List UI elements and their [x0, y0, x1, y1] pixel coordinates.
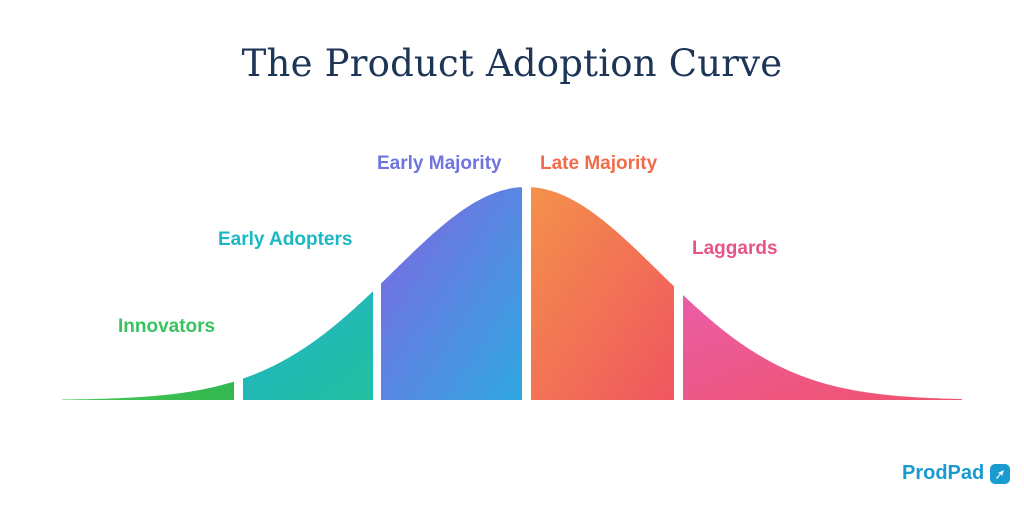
label-early-majority: Early Majority	[377, 153, 502, 174]
prodpad-icon	[990, 463, 1011, 484]
segment-early-majority	[381, 187, 522, 400]
segment-late-majority	[531, 187, 674, 400]
label-laggards: Laggards	[692, 238, 778, 259]
label-late-majority: Late Majority	[540, 153, 658, 174]
label-early-adopters: Early Adopters	[218, 229, 353, 250]
segment-laggards	[683, 295, 962, 400]
segment-innovators	[62, 381, 234, 400]
segment-early-adopters	[243, 291, 373, 400]
prodpad-logo: ProdPad	[902, 462, 1011, 485]
logo-text: ProdPad	[902, 462, 985, 484]
diagram-title: The Product Adoption Curve	[241, 42, 783, 85]
label-innovators: Innovators	[118, 316, 216, 337]
